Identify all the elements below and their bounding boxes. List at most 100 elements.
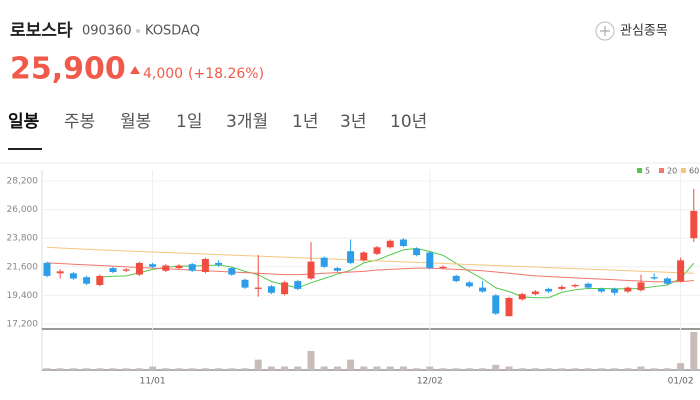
- candle-body: [597, 288, 605, 292]
- volume-bar: [518, 368, 526, 370]
- volume-bar: [188, 368, 196, 370]
- moving-average-line: [46, 262, 694, 283]
- volume-bar: [215, 368, 223, 370]
- candle-body: [439, 266, 447, 269]
- candle-body: [505, 298, 513, 317]
- candle-body: [584, 283, 592, 288]
- volume-bar: [267, 366, 275, 370]
- volume-bar: [531, 368, 539, 370]
- market: KOSDAQ: [145, 24, 200, 39]
- plus-icon: [600, 26, 610, 36]
- tab[interactable]: 1일: [176, 112, 202, 132]
- volume-bar: [663, 368, 671, 370]
- x-tick-label: 12/02: [417, 377, 443, 387]
- volume-bar: [505, 366, 513, 370]
- volume-bar: [386, 366, 394, 370]
- legend-swatch: [659, 168, 664, 173]
- candle-body: [188, 264, 196, 271]
- candle-body: [360, 252, 368, 261]
- watch-button[interactable]: 관심종목: [595, 21, 668, 41]
- candle-body: [307, 261, 315, 279]
- volume-bar: [162, 368, 170, 370]
- candle-body: [386, 240, 394, 248]
- candle-body: [518, 294, 526, 300]
- volume-bar: [241, 368, 249, 370]
- tab[interactable]: 10년: [390, 112, 427, 132]
- moving-average-line: [46, 246, 694, 274]
- volume-bar: [465, 368, 473, 370]
- volume-bar: [584, 368, 592, 370]
- volume-bar: [373, 366, 381, 370]
- y-tick-label: 21,600: [7, 262, 39, 272]
- candle-body: [135, 262, 143, 275]
- separator: [136, 29, 140, 33]
- volume-bar: [83, 368, 91, 370]
- candle-body: [228, 268, 236, 275]
- candle-body: [96, 275, 104, 285]
- tab[interactable]: 1년: [292, 112, 318, 132]
- volume-bar: [452, 368, 460, 370]
- tab[interactable]: 주봉: [64, 112, 95, 132]
- tab[interactable]: 일봉: [8, 112, 40, 132]
- candle-body: [611, 288, 619, 293]
- volume-bar: [399, 366, 407, 370]
- watch-label[interactable]: 관심종목: [620, 24, 668, 39]
- candle-body: [650, 277, 658, 279]
- candle-body: [663, 278, 671, 284]
- candle-body: [294, 281, 302, 289]
- volume-bar: [545, 368, 553, 370]
- tabs: 일봉 주봉 월봉 1일 3개월 1년 3년 10년: [8, 112, 427, 132]
- volume-bar: [479, 368, 487, 370]
- volume-bar: [360, 366, 368, 370]
- volume-bar: [426, 366, 434, 370]
- candle-body: [267, 286, 275, 293]
- candle-body: [426, 252, 434, 269]
- volume-bar: [135, 368, 143, 370]
- chart: 17,200 19,400 21,600 23,800 26,000 28,200 11/0…: [0, 162, 700, 387]
- volume-bar: [109, 368, 117, 370]
- change-percent: (+18.26%): [188, 66, 264, 82]
- change: 4,000: [143, 66, 183, 82]
- candle-body: [241, 279, 249, 288]
- y-tick-label: 23,800: [7, 234, 39, 244]
- candle-body: [254, 287, 262, 289]
- candle-body: [201, 259, 209, 272]
- candle-body: [677, 260, 685, 282]
- tab[interactable]: 월봉: [120, 112, 151, 132]
- legend-label: 5: [645, 167, 650, 176]
- volume-bar: [122, 368, 130, 370]
- volume-bar: [439, 368, 447, 370]
- legend-label: 60: [689, 167, 699, 176]
- candle-body: [333, 268, 341, 271]
- plus-icon: [595, 21, 615, 41]
- candle-body: [492, 295, 500, 314]
- candle-body: [162, 265, 170, 271]
- x-tick-label: 01/02: [668, 377, 694, 387]
- legend-swatch: [681, 168, 686, 173]
- legend-swatch: [637, 168, 642, 173]
- volume-bar: [571, 368, 579, 370]
- tab[interactable]: 3년: [340, 112, 366, 132]
- candle-body: [413, 248, 421, 256]
- x-tick-label: 11/01: [140, 377, 166, 387]
- volume-bar: [690, 332, 698, 370]
- candle-body: [109, 268, 117, 272]
- tab[interactable]: 3개월: [226, 112, 268, 132]
- candle-body: [531, 291, 539, 295]
- candle-body: [373, 247, 381, 254]
- volume-bar: [228, 368, 236, 370]
- candle-body: [83, 277, 91, 284]
- volume-bar: [175, 368, 183, 370]
- y-tick-label: 28,200: [7, 177, 39, 187]
- candle-body: [69, 273, 77, 279]
- candle-body: [175, 265, 183, 269]
- volume-bar: [149, 366, 157, 370]
- y-tick-label: 19,400: [7, 291, 39, 301]
- candle-body: [399, 239, 407, 246]
- volume-bar: [96, 368, 104, 370]
- volume-bar: [43, 368, 51, 370]
- candle-body: [122, 269, 130, 271]
- volume-bar: [637, 366, 645, 370]
